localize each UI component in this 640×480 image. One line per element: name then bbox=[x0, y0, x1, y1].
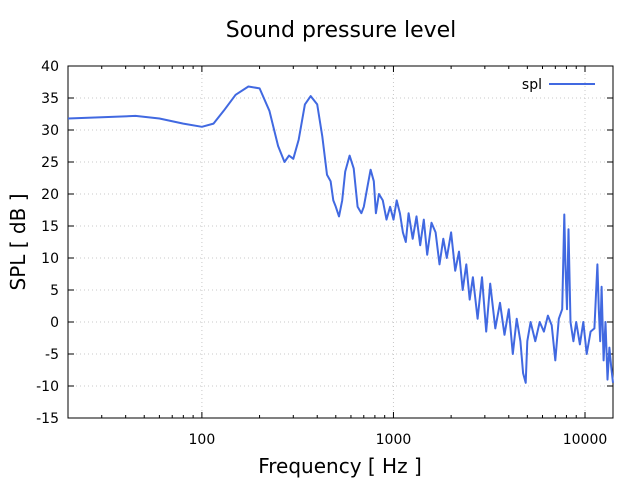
series-line-spl bbox=[67, 85, 614, 384]
plot-area-border bbox=[67, 65, 614, 419]
grid bbox=[68, 65, 613, 419]
y-tick-label: 15 bbox=[41, 219, 59, 235]
y-tick-label: 40 bbox=[41, 59, 59, 75]
y-tick-label: 0 bbox=[50, 315, 59, 331]
series-layer bbox=[67, 85, 614, 384]
y-tick-label: -5 bbox=[45, 347, 59, 363]
y-tick-label: -10 bbox=[36, 379, 59, 395]
x-tick-labels: 100 1000 10000 bbox=[189, 432, 608, 448]
y-tick-label: -15 bbox=[36, 411, 59, 427]
axis-ticks bbox=[67, 65, 613, 419]
x-tick-label: 100 bbox=[189, 432, 216, 448]
x-tick-label: 10000 bbox=[563, 432, 608, 448]
y-tick-labels: 40 35 30 25 20 15 10 5 0 -5 -10 -15 bbox=[36, 59, 59, 427]
x-axis-label: Frequency [ Hz ] bbox=[258, 454, 422, 478]
y-tick-label: 35 bbox=[41, 91, 59, 107]
y-tick-label: 20 bbox=[41, 187, 59, 203]
chart-title: Sound pressure level bbox=[226, 18, 457, 43]
legend-label: spl bbox=[522, 77, 542, 93]
y-tick-label: 25 bbox=[41, 155, 59, 171]
y-axis-label: SPL [ dB ] bbox=[6, 194, 30, 291]
y-tick-label: 10 bbox=[41, 251, 59, 267]
y-tick-label: 5 bbox=[50, 283, 59, 299]
x-tick-label: 1000 bbox=[376, 432, 412, 448]
legend: spl bbox=[522, 77, 595, 93]
y-tick-label: 30 bbox=[41, 123, 59, 139]
